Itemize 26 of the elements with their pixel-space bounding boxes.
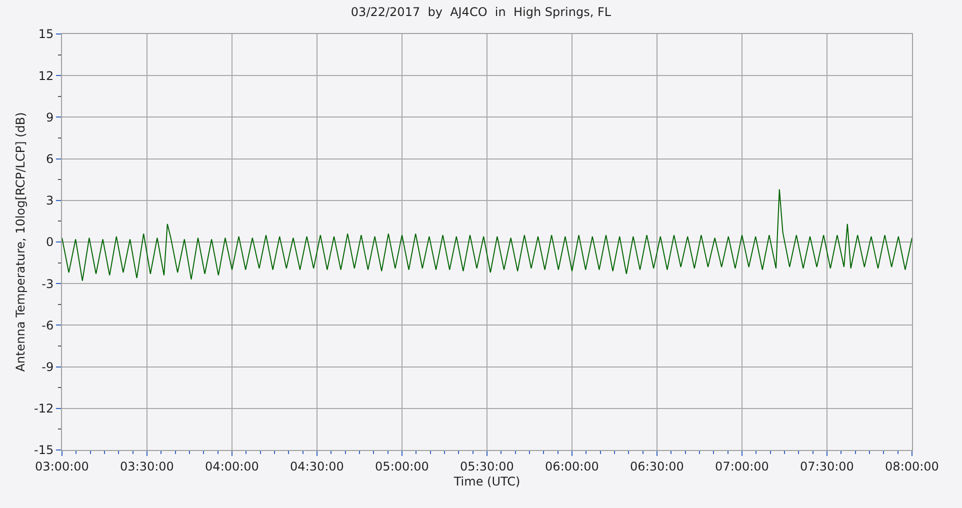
y-axis-title: Antenna Temperature, 10log[RCP/LCP] (dB) xyxy=(13,112,28,372)
x-tick-label: 05:30:00 xyxy=(460,459,514,474)
y-tick-label: 6 xyxy=(46,152,54,166)
x-tick-label: 07:00:00 xyxy=(715,459,769,474)
line-series xyxy=(62,188,912,282)
y-tick-label: -12 xyxy=(34,402,54,416)
x-tick-label: 06:30:00 xyxy=(630,459,684,474)
x-tick-label: 04:00:00 xyxy=(205,459,259,474)
y-tick-label: 0 xyxy=(46,235,54,250)
y-tick-label: 15 xyxy=(38,27,54,42)
x-tick-label: 06:00:00 xyxy=(545,459,599,474)
x-tick-label: 03:30:00 xyxy=(120,459,174,474)
y-tick-label: 12 xyxy=(38,68,54,83)
y-tick-label: -3 xyxy=(42,276,54,291)
x-tick-label: 07:30:00 xyxy=(800,459,854,474)
y-tick-label: 9 xyxy=(46,110,54,124)
y-tick-label: -15 xyxy=(34,443,54,458)
y-tick-label: -9 xyxy=(42,360,54,374)
chart-title: 03/22/2017 by AJ4CO in High Springs, FL xyxy=(350,5,612,20)
x-tick-label: 08:00:00 xyxy=(885,459,939,474)
y-tick-label: -6 xyxy=(42,318,54,332)
x-tick-label: 04:30:00 xyxy=(290,459,344,474)
x-axis-title: Time (UTC) xyxy=(452,474,520,488)
x-tick-label: 05:00:00 xyxy=(375,459,429,474)
x-tick-label: 03:00:00 xyxy=(35,459,89,474)
y-tick-label: 3 xyxy=(46,194,54,208)
